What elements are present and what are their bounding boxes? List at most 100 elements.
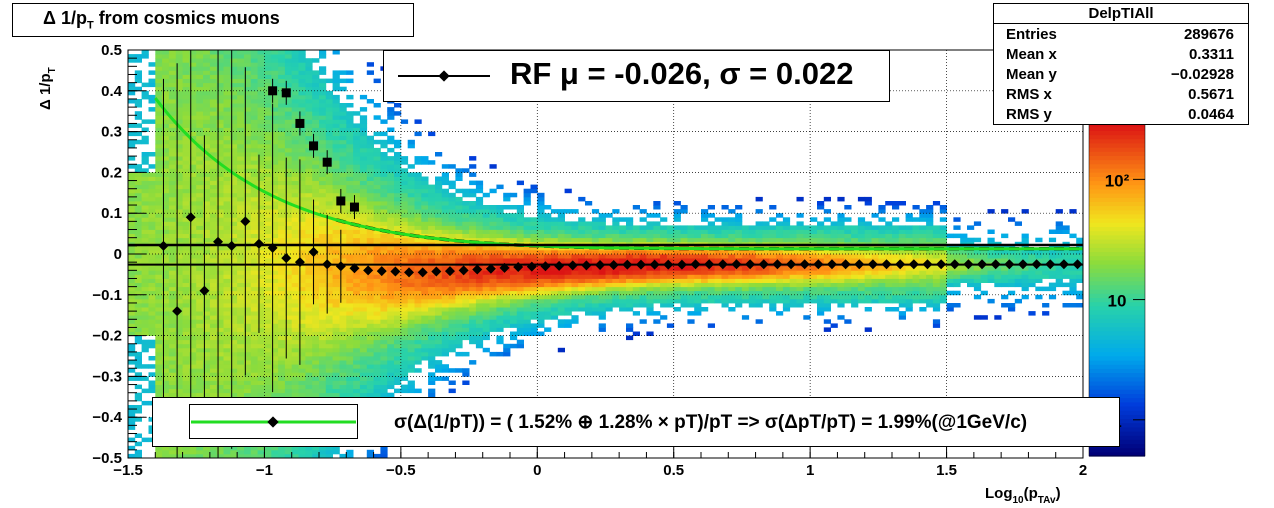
- heatmap-cell: [585, 254, 593, 259]
- heatmap-cell: [428, 372, 436, 377]
- heatmap-cell: [209, 217, 218, 222]
- heatmap-cell: [421, 160, 429, 165]
- heatmap-cell: [394, 307, 402, 312]
- heatmap-cell: [168, 54, 177, 59]
- heatmap-cell: [237, 384, 245, 390]
- heatmap-cell: [516, 254, 524, 259]
- heatmap-cell: [182, 139, 190, 145]
- heatmap-cell: [469, 294, 477, 300]
- heatmap-cell: [216, 188, 224, 194]
- heatmap-cell: [278, 319, 286, 324]
- heatmap-cell: [441, 331, 449, 336]
- heatmap-cell: [421, 188, 429, 194]
- heatmap-cell: [346, 335, 354, 341]
- heatmap-cell: [380, 372, 388, 377]
- heatmap-cell: [319, 331, 327, 336]
- heatmap-cell: [244, 339, 252, 345]
- heatmap-cell: [298, 78, 306, 84]
- heatmap-cell: [203, 384, 211, 390]
- heatmap-cell: [380, 290, 388, 296]
- heatmap-cell: [264, 201, 272, 206]
- heatmap-cell: [557, 290, 565, 296]
- heatmap-cell: [325, 380, 333, 385]
- heatmap-cell: [353, 278, 361, 283]
- heatmap-cell: [414, 245, 422, 251]
- heatmap-cell: [244, 278, 252, 283]
- heatmap-cell: [182, 274, 190, 279]
- heatmap-cell: [319, 303, 327, 308]
- heatmap-cell: [571, 249, 579, 255]
- heatmap-cell: [353, 180, 361, 186]
- heatmap-cell: [128, 90, 136, 96]
- heatmap-cell: [148, 217, 156, 222]
- heatmap-cell: [428, 351, 436, 357]
- heatmap-cell: [168, 82, 177, 88]
- heatmap-cell: [257, 111, 265, 116]
- heatmap-cell: [339, 311, 347, 316]
- heatmap-cell: [428, 278, 436, 283]
- heatmap-cell: [353, 258, 361, 263]
- heatmap-cell: [148, 213, 156, 218]
- heatmap-cell: [359, 258, 368, 263]
- heatmap-cell: [394, 266, 402, 271]
- heatmap-cell: [196, 290, 204, 296]
- heatmap-cell: [298, 254, 306, 259]
- heatmap-cell: [441, 303, 449, 308]
- heatmap-cell: [319, 258, 327, 263]
- heatmap-cell: [653, 237, 661, 243]
- heatmap-cell: [680, 270, 688, 275]
- heatmap-cell: [366, 351, 374, 357]
- heatmap-cell: [523, 249, 531, 255]
- heatmap-cell: [196, 360, 204, 365]
- heatmap-cell: [278, 351, 286, 357]
- heatmap-cell: [455, 245, 463, 251]
- heatmap-cell: [346, 164, 354, 169]
- heatmap-cell: [325, 323, 333, 328]
- heatmap-cell: [257, 119, 265, 124]
- heatmap-cell: [134, 303, 142, 308]
- heatmap-cell: [475, 221, 484, 226]
- heatmap-cell: [196, 209, 204, 214]
- heatmap-cell: [230, 384, 238, 390]
- heatmap-cell: [496, 237, 504, 243]
- heatmap-cell: [312, 303, 320, 308]
- heatmap-cell: [469, 209, 477, 214]
- heatmap-cell: [271, 50, 279, 55]
- heatmap-cell: [216, 331, 224, 336]
- heatmap-cell: [400, 201, 409, 206]
- heatmap-cell: [278, 449, 286, 455]
- heatmap-cell: [298, 360, 306, 365]
- heatmap-cell: [503, 294, 511, 300]
- heatmap-cell: [141, 229, 149, 234]
- heatmap-cell: [284, 323, 293, 328]
- heatmap-cell: [619, 290, 627, 296]
- heatmap-cell: [469, 327, 477, 332]
- heatmap-cell: [257, 196, 265, 202]
- heatmap-cell: [537, 315, 545, 320]
- heatmap-cell: [421, 245, 429, 251]
- heatmap-cell: [175, 54, 183, 59]
- heatmap-cell: [319, 217, 327, 222]
- heatmap-cell: [298, 237, 306, 243]
- heatmap-cell: [578, 258, 586, 263]
- heatmap-cell: [380, 201, 388, 206]
- heatmap-cell: [148, 307, 156, 312]
- heatmap-cell: [244, 54, 252, 59]
- heatmap-cell: [278, 205, 286, 210]
- heatmap-cell: [319, 368, 327, 373]
- heatmap-cell: [284, 196, 293, 202]
- heatmap-cell: [564, 298, 572, 304]
- heatmap-cell: [571, 274, 579, 279]
- heatmap-cell: [168, 368, 177, 373]
- heatmap-cell: [312, 70, 320, 75]
- heatmap-cell: [230, 54, 238, 59]
- heatmap-cell: [319, 311, 327, 316]
- heatmap-cell: [257, 233, 265, 239]
- heatmap-cell: [598, 327, 606, 332]
- heatmap-cell: [489, 327, 497, 332]
- heatmap-cell: [346, 372, 354, 377]
- heatmap-cell: [271, 453, 279, 459]
- heatmap-cell: [189, 209, 197, 214]
- heatmap-cell: [482, 315, 490, 320]
- heatmap-cell: [455, 335, 463, 341]
